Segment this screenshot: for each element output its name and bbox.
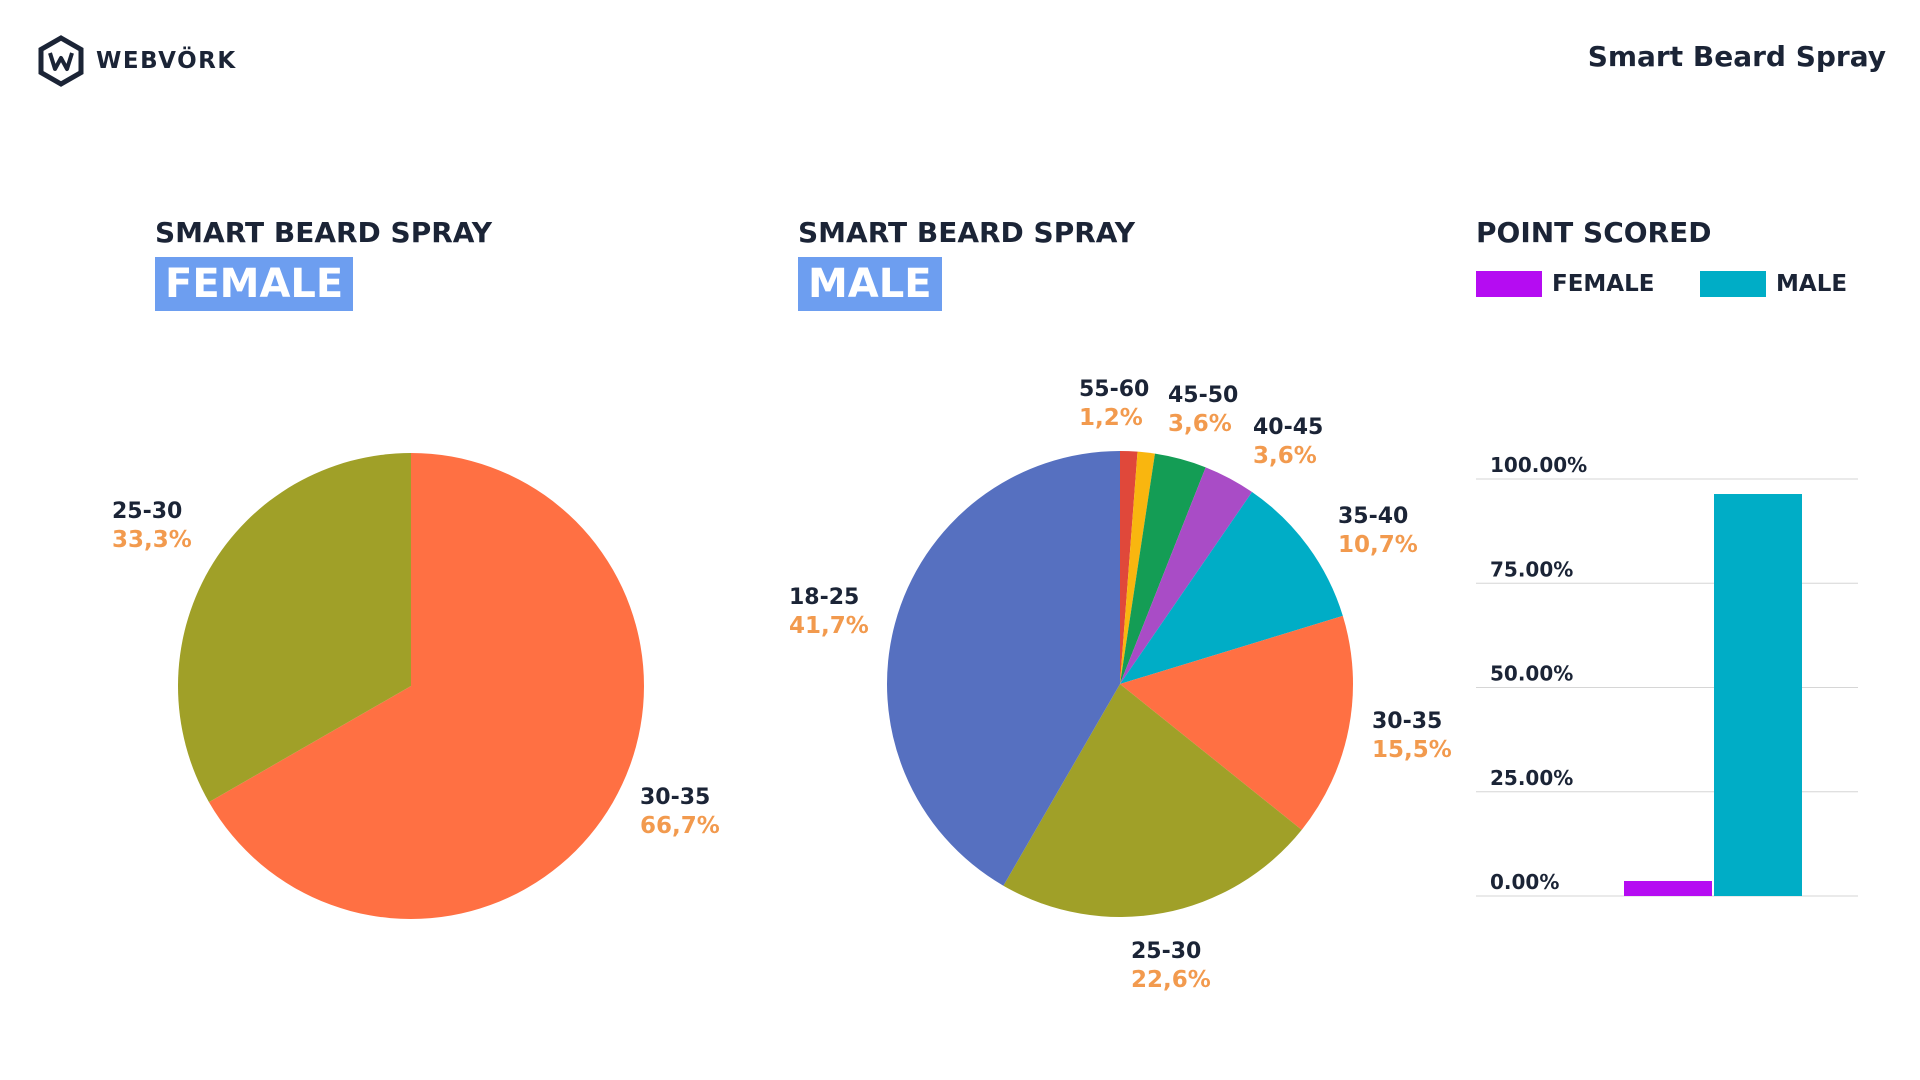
male-pie-slice-label-5: 30-35 15,5% bbox=[1372, 708, 1452, 764]
male-pie-slice-5 bbox=[1120, 615, 1353, 830]
legend-female: FEMALE bbox=[1476, 271, 1654, 297]
male-pie-slice-category-4: 35-40 bbox=[1338, 504, 1409, 529]
male-pie-slice-2 bbox=[1120, 453, 1206, 684]
female-pie-slice-category-1: 25-30 bbox=[112, 499, 183, 524]
male-pie-slice-1 bbox=[1120, 451, 1155, 684]
male-panel-title: SMART BEARD SPRAY bbox=[798, 216, 1136, 249]
y-tick-label-2: 50.00% bbox=[1490, 662, 1573, 686]
bar-male bbox=[1714, 494, 1802, 896]
y-tick-label-1: 25.00% bbox=[1490, 766, 1573, 790]
male-pie-slice-6 bbox=[1003, 684, 1302, 917]
female-pie-slice-value-1: 33,3% bbox=[112, 526, 192, 553]
male-pie-slice-value-4: 10,7% bbox=[1338, 531, 1418, 558]
male-pie-slice-label-7: 18-25 41,7% bbox=[789, 584, 869, 640]
male-pie-slice-category-3: 40-45 bbox=[1253, 415, 1324, 440]
female-panel-title: SMART BEARD SPRAY bbox=[155, 216, 493, 249]
points-panel-title: POINT SCORED bbox=[1476, 216, 1712, 249]
female-pie-slice-0 bbox=[208, 453, 644, 919]
male-pie-slice-category-6: 25-30 bbox=[1131, 939, 1202, 964]
female-pie-slice-label-1: 25-30 33,3% bbox=[112, 498, 192, 554]
legend-female-label: FEMALE bbox=[1552, 271, 1655, 297]
brand-logo: WEBVÖRK bbox=[38, 35, 237, 87]
male-pie-slice-0 bbox=[1120, 451, 1138, 684]
male-pie-slice-value-5: 15,5% bbox=[1372, 736, 1452, 763]
male-pie-slice-category-0: 55-60 bbox=[1079, 377, 1150, 402]
brand-name: WEBVÖRK bbox=[96, 48, 237, 74]
male-pie-slice-category-5: 30-35 bbox=[1372, 709, 1443, 734]
male-pie-slice-label-6: 25-30 22,6% bbox=[1131, 938, 1211, 994]
bar-female bbox=[1624, 880, 1712, 896]
male-pie-slice-label-4: 35-40 10,7% bbox=[1338, 503, 1418, 559]
female-pie-slice-value-0: 66,7% bbox=[640, 812, 720, 839]
legend-male-label: MALE bbox=[1776, 271, 1848, 297]
male-pie-slice-category-2: 45-50 bbox=[1168, 383, 1239, 408]
y-tick-label-0: 0.00% bbox=[1490, 870, 1559, 894]
legend-male: MALE bbox=[1700, 271, 1847, 297]
male-pie-slice-value-7: 41,7% bbox=[789, 612, 869, 639]
male-pie-slice-label-0: 55-60 1,2% bbox=[1079, 376, 1149, 432]
header-title: Smart Beard Spray bbox=[1587, 40, 1886, 73]
y-tick-label-4: 100.00% bbox=[1490, 453, 1587, 477]
female-badge: FEMALE bbox=[155, 257, 354, 311]
male-pie-slice-label-3: 40-45 3,6% bbox=[1253, 414, 1323, 470]
female-pie-slice-1 bbox=[177, 453, 411, 803]
male-badge: MALE bbox=[798, 257, 942, 311]
legend-male-swatch bbox=[1700, 271, 1766, 297]
male-pie-slice-value-3: 3,6% bbox=[1253, 442, 1317, 469]
male-pie-slice-7 bbox=[887, 451, 1120, 886]
male-pie-slice-label-2: 45-50 3,6% bbox=[1168, 382, 1238, 438]
male-pie-slice-3 bbox=[1120, 467, 1253, 684]
y-tick-label-3: 75.00% bbox=[1490, 557, 1573, 581]
legend-female-swatch bbox=[1476, 271, 1542, 297]
male-pie-slice-value-2: 3,6% bbox=[1168, 410, 1232, 437]
female-pie-slice-category-0: 30-35 bbox=[640, 785, 711, 810]
female-pie-slice-label-0: 30-35 66,7% bbox=[640, 784, 720, 840]
male-pie-slice-value-6: 22,6% bbox=[1131, 966, 1211, 993]
hexagon-logo-icon bbox=[38, 35, 84, 87]
male-pie-slice-4 bbox=[1120, 492, 1343, 684]
male-pie-slice-value-0: 1,2% bbox=[1079, 404, 1143, 431]
male-pie-slice-category-7: 18-25 bbox=[789, 585, 860, 610]
